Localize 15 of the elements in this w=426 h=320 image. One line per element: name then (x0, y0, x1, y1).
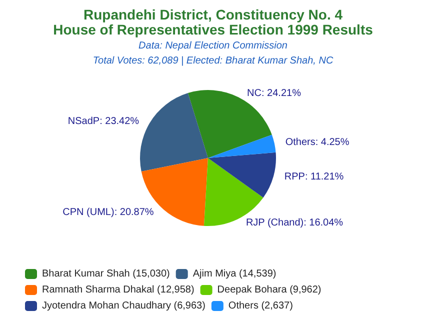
data-label: Others: 4.25% (285, 137, 350, 148)
chart-subtitle: Data: Nepal Election Commission (138, 40, 288, 52)
legend-label: Deepak Bohara (9,962) (217, 284, 322, 296)
chart-title: Rupandehi District, Constituency No. 4 House of Representatives Election 1999 Results (53, 6, 374, 38)
legend-label: Ajim Miya (14,539) (192, 268, 276, 280)
legend-label: Others (2,637) (228, 300, 293, 312)
legend-label: Ramnath Sharma Dhakal (12,958) (42, 284, 194, 296)
data-label: NSadP: 23.42% (68, 116, 140, 127)
data-label: CPN (UML): 20.87% (62, 206, 154, 218)
data-label: NC: 24.21% (247, 88, 302, 100)
legend-label: Bharat Kumar Shah (15,030) (42, 268, 170, 280)
legend-label: Jyotendra Mohan Chaudhary (6,963) (42, 300, 206, 312)
data-label: RPP: 11.21% (284, 172, 344, 183)
data-label: RJP (Chand): 16.04% (246, 218, 344, 228)
text: Total Votes: 62,089 | Elected: Bharat Kumar Shah, NC (92, 56, 334, 66)
